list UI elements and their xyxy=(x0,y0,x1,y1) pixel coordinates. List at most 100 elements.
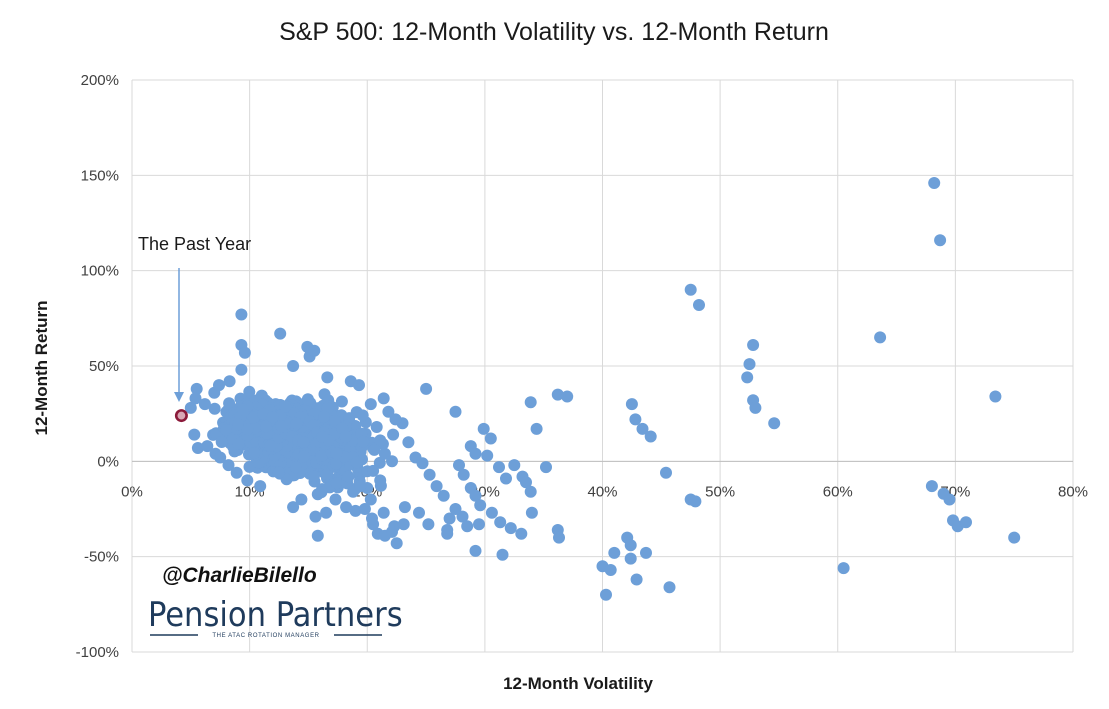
data-point xyxy=(220,424,233,436)
y-tick-label: -100% xyxy=(76,644,119,661)
data-point xyxy=(469,544,482,557)
data-point xyxy=(500,472,512,485)
y-tick-label: 0% xyxy=(97,453,119,470)
data-point xyxy=(223,375,236,388)
data-point xyxy=(600,588,612,601)
data-point xyxy=(248,447,261,459)
twitter-handle: @CharlieBilello xyxy=(162,564,317,587)
data-point xyxy=(749,401,762,414)
data-point xyxy=(208,402,221,415)
data-point xyxy=(553,531,565,544)
data-point xyxy=(925,480,938,493)
data-point xyxy=(236,403,249,416)
data-point xyxy=(364,493,377,506)
data-point xyxy=(358,503,371,515)
data-point xyxy=(349,504,362,517)
annotation-arrow-head xyxy=(174,392,184,402)
data-point xyxy=(741,371,754,384)
data-point xyxy=(356,409,369,422)
data-point xyxy=(684,283,697,296)
data-point xyxy=(254,480,267,493)
data-point xyxy=(525,506,538,519)
data-point xyxy=(329,414,341,427)
data-point xyxy=(624,552,637,565)
data-point xyxy=(287,501,300,514)
data-point xyxy=(524,485,537,498)
data-point xyxy=(230,466,243,479)
data-point xyxy=(551,388,564,401)
data-point xyxy=(190,382,203,395)
data-point xyxy=(295,493,308,506)
data-point xyxy=(232,418,244,431)
highlight-point-group xyxy=(174,409,188,423)
data-point xyxy=(364,398,377,411)
data-point xyxy=(504,522,517,535)
data-point xyxy=(928,177,941,189)
data-point xyxy=(222,459,235,472)
data-point xyxy=(330,447,343,460)
data-point xyxy=(241,423,254,436)
data-point xyxy=(960,516,972,529)
data-point xyxy=(201,440,214,453)
data-point xyxy=(524,396,537,409)
data-point xyxy=(625,398,638,411)
data-point xyxy=(989,390,1002,403)
data-point xyxy=(474,499,487,512)
data-point xyxy=(215,436,228,448)
data-point xyxy=(290,461,302,474)
data-point xyxy=(449,503,462,515)
x-tick-label: 60% xyxy=(823,483,853,500)
annotation-label: The Past Year xyxy=(138,234,251,254)
data-point xyxy=(329,493,342,506)
highlight-point-past-year xyxy=(174,409,188,423)
data-point xyxy=(315,486,328,499)
y-tick-label: -50% xyxy=(84,549,119,566)
data-point xyxy=(1008,531,1021,544)
data-point xyxy=(481,449,494,462)
data-point xyxy=(484,432,497,445)
data-point xyxy=(456,510,469,523)
y-axis-ticks: -100% -50% 0% 50% 100% 150% 200% xyxy=(76,72,119,661)
data-point xyxy=(624,539,637,552)
data-point xyxy=(340,501,353,514)
data-point xyxy=(373,456,386,469)
data-point xyxy=(370,421,383,433)
data-point xyxy=(274,327,287,340)
data-point xyxy=(461,520,474,533)
data-point xyxy=(241,474,254,487)
data-point xyxy=(493,461,505,474)
data-point xyxy=(747,339,760,351)
data-point xyxy=(636,422,649,435)
data-point xyxy=(198,398,211,411)
data-point xyxy=(520,476,532,489)
data-point xyxy=(374,434,387,447)
data-point xyxy=(508,459,521,472)
data-point xyxy=(386,455,398,468)
data-point xyxy=(422,518,435,531)
data-point xyxy=(443,512,456,525)
data-point xyxy=(307,470,320,483)
data-point xyxy=(189,392,202,405)
data-point xyxy=(496,548,509,561)
data-point xyxy=(213,379,225,392)
x-axis-title: 12-Month Volatility xyxy=(503,674,653,693)
data-point xyxy=(354,480,367,493)
data-point xyxy=(367,464,380,477)
data-point xyxy=(287,360,300,372)
data-point xyxy=(235,308,248,321)
data-point xyxy=(485,506,498,519)
brand-logo-name: Pension Partners xyxy=(148,595,403,635)
data-point xyxy=(689,495,702,508)
data-point xyxy=(389,413,402,426)
data-point xyxy=(315,449,328,462)
data-point xyxy=(457,468,470,481)
data-point xyxy=(235,363,248,376)
data-point xyxy=(311,529,324,542)
data-point xyxy=(477,422,490,435)
data-point xyxy=(257,408,270,420)
data-point xyxy=(874,331,887,344)
data-point xyxy=(397,518,410,531)
data-point xyxy=(214,451,227,464)
data-point xyxy=(629,413,642,426)
data-point xyxy=(382,405,395,418)
